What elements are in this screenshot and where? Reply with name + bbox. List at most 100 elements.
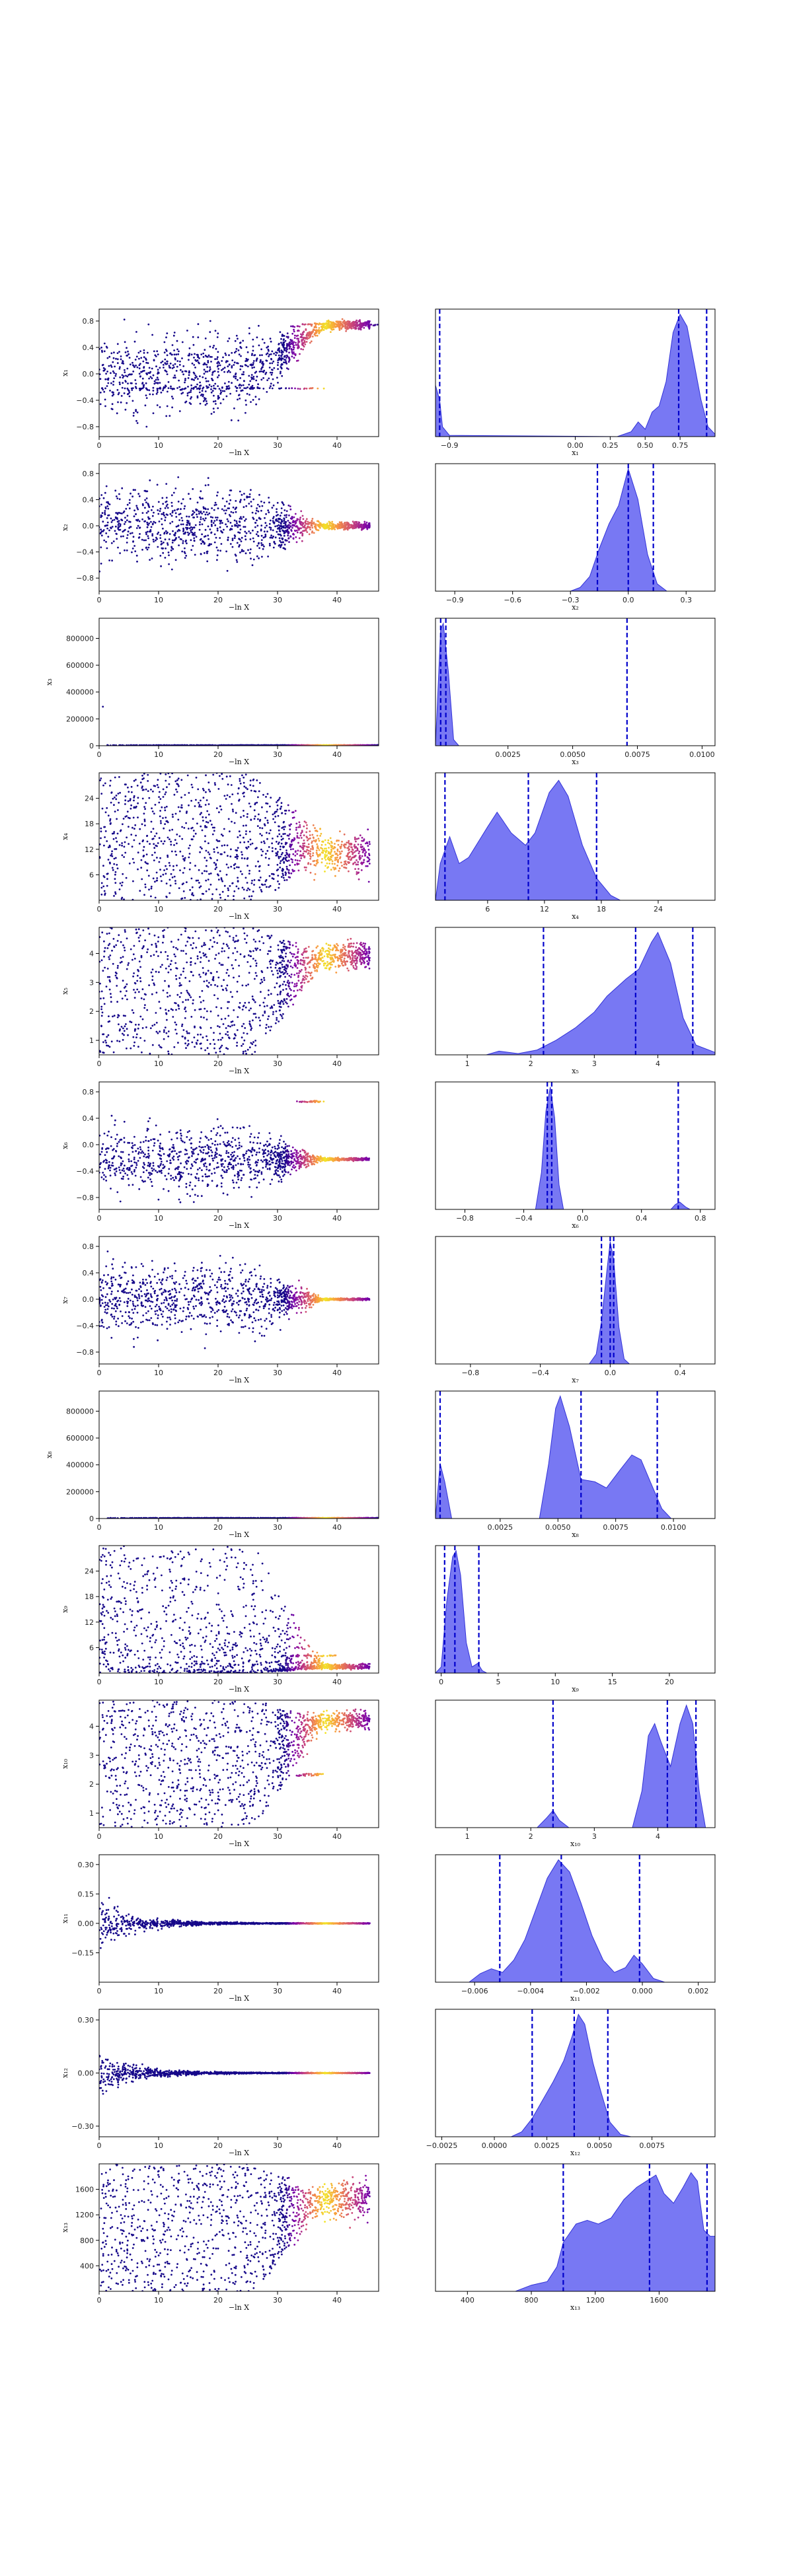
trace-x2-point [291, 518, 293, 520]
trace-x1-trail-point [374, 324, 377, 326]
trace-x2-point [358, 524, 360, 526]
trace-x4-point [129, 799, 132, 802]
trace-x4-point [136, 785, 139, 787]
trace-x1-point [192, 343, 195, 346]
trace-x2-point [161, 523, 163, 526]
trace-x1-trail-point [309, 323, 311, 326]
trace-x2-point [288, 527, 290, 530]
trace-x1-xlabel: −ln X [229, 448, 249, 457]
trace-x4-point [249, 838, 252, 841]
trace-x2-point [145, 539, 147, 542]
trace-x1-point [282, 345, 285, 348]
trace-x2-ytick-label: 0.8 [83, 470, 94, 478]
trace-x4-point [114, 873, 116, 876]
trace-x1-point [102, 369, 105, 372]
trace-x1-point [250, 354, 253, 356]
trace-x2-point [186, 519, 188, 522]
trace-x4-point [174, 839, 176, 841]
trace-x2-point [148, 544, 151, 546]
trace-x1-point [166, 354, 169, 357]
trace-x2-point [280, 546, 282, 548]
trace-x1-point [179, 388, 182, 391]
trace-x1-point [280, 351, 283, 354]
trace-x1-point [152, 390, 155, 392]
trace-x4-point [221, 773, 223, 775]
trace-x4-point [226, 794, 229, 797]
trace-x1-point [149, 376, 152, 378]
trace-x4-point [297, 826, 300, 828]
trace-x4-point [168, 862, 170, 864]
trace-x4-point [272, 818, 274, 820]
trace-x1-point [254, 396, 257, 398]
trace-x1-point [214, 400, 217, 402]
trace-x2-point [130, 532, 132, 535]
trace-x1-point [359, 328, 362, 331]
trace-x2-point [219, 519, 221, 522]
trace-x4-point [99, 843, 101, 845]
trace-x4-point [115, 798, 118, 801]
trace-x2-point [182, 532, 185, 535]
trace-x1-point [207, 361, 209, 364]
trace-x4-point [280, 805, 283, 808]
trace-x2-point [247, 496, 250, 498]
trace-x4-point [169, 884, 172, 887]
trace-x1-point [341, 318, 344, 320]
trace-x2-point [363, 520, 366, 523]
trace-x1-point [268, 355, 270, 357]
trace-x1-point [239, 368, 242, 371]
trace-x2-point [280, 507, 283, 509]
trace-x2-point [278, 521, 280, 523]
trace-x4-point [192, 835, 195, 838]
trace-x4-point [311, 845, 314, 848]
trace-x1-point [283, 359, 285, 361]
trace-x4-point [217, 788, 220, 790]
trace-x2-point [260, 509, 262, 512]
trace-x4-point [132, 880, 134, 882]
trace-x2-point [118, 522, 120, 524]
trace-x2-point [188, 524, 191, 526]
trace-x4-point [295, 822, 298, 825]
trace-x1-point [293, 351, 295, 353]
trace-x2-point [194, 524, 197, 526]
trace-x1-point [216, 356, 219, 359]
trace-x2-point [190, 526, 192, 528]
trace-x4-point [296, 835, 299, 837]
trace-x4-point [283, 828, 285, 830]
trace-x2-point [186, 531, 189, 534]
trace-x2-point [216, 517, 219, 519]
trace-x2-point [340, 521, 343, 523]
trace-x4-point [231, 882, 233, 884]
trace-x4-point [171, 813, 174, 816]
trace-x2-point [206, 560, 209, 563]
trace-x4-point [280, 855, 282, 858]
trace-x1-point [260, 370, 262, 373]
trace-x4-point [307, 839, 309, 841]
trace-x2-point [139, 526, 141, 529]
trace-x2-point [240, 499, 242, 501]
trace-x2-point [165, 497, 168, 499]
trace-x4-point [358, 838, 359, 840]
trace-x1-point [196, 388, 198, 390]
trace-x1-point [250, 401, 252, 403]
trace-x1-point [210, 361, 212, 363]
trace-x4-point [365, 865, 367, 867]
trace-x4-point [282, 833, 285, 836]
trace-x1-point [171, 406, 173, 409]
trace-x2-point [145, 533, 147, 536]
trace-x2-point [323, 526, 326, 528]
trace-x4-point [296, 836, 299, 839]
trace-x2-point [256, 524, 259, 527]
trace-x2-point [145, 512, 148, 514]
trace-x2-point [268, 542, 271, 545]
trace-x1-point [346, 328, 348, 330]
trace-x1-point [330, 324, 332, 326]
trace-x4-point [130, 785, 133, 788]
trace-x1-point [279, 357, 282, 360]
trace-x4-point [162, 796, 165, 798]
trace-x2-point [184, 531, 187, 534]
trace-x2-point [287, 534, 289, 537]
trace-x4-point [260, 834, 263, 837]
trace-x2-point [204, 484, 207, 487]
trace-x1-point [297, 338, 299, 340]
trace-x2-point [156, 538, 159, 540]
